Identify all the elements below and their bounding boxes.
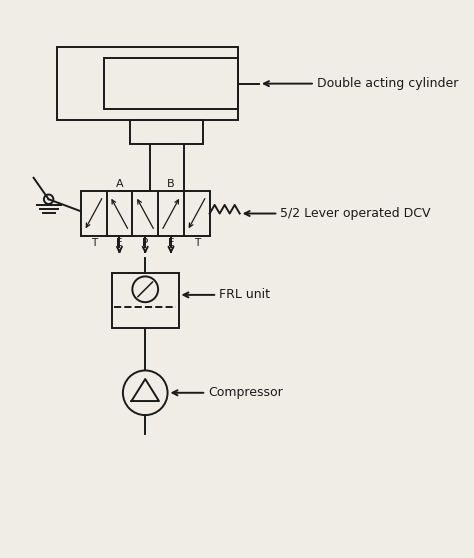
Bar (112, 272, 179, 328)
Text: E: E (168, 238, 174, 248)
Text: 5/2 Lever operated DCV: 5/2 Lever operated DCV (281, 207, 431, 220)
Bar (57, 47, 237, 120)
Bar (104, 58, 237, 109)
Bar (130, 120, 203, 144)
Text: E: E (116, 238, 123, 248)
Text: B: B (167, 179, 175, 189)
Text: Double acting cylinder: Double acting cylinder (317, 77, 458, 90)
Text: Compressor: Compressor (209, 386, 283, 400)
Text: T: T (91, 238, 97, 248)
Text: FRL unit: FRL unit (219, 288, 270, 301)
Bar (81, 191, 210, 236)
Text: T: T (194, 238, 200, 248)
Text: P: P (142, 238, 148, 248)
Text: A: A (116, 179, 123, 189)
